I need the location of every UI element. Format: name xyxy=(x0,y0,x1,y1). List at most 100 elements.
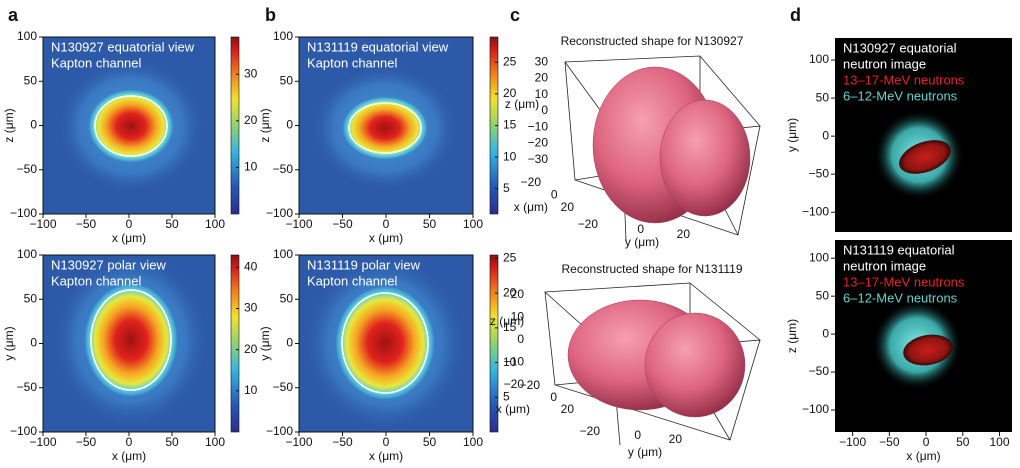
colorbar-tick-label: 25 xyxy=(503,54,517,68)
y-axis-label: y (μm) xyxy=(2,326,16,360)
panel-label: c xyxy=(510,5,520,25)
colorbar-tick-label: 20 xyxy=(244,113,258,127)
colorbar-tick-label: 10 xyxy=(244,383,258,397)
y-tick-label: −20 xyxy=(578,217,599,231)
z-tick-label: −10 xyxy=(528,119,549,133)
x-tick-label: 0 xyxy=(126,435,133,449)
x-tick-label: 0 xyxy=(383,435,390,449)
x-tick-label: −100 xyxy=(839,435,866,449)
x-axis-label: x (μm) xyxy=(514,200,548,214)
annotation: Kapton channel xyxy=(51,273,141,288)
y-tick-label: 20 xyxy=(669,432,683,446)
z-tick-label: 20 xyxy=(511,287,525,301)
annotation: N131119 polar view xyxy=(307,257,421,272)
x-tick-label: −20 xyxy=(521,175,542,189)
x-axis-label: x (μm) xyxy=(906,449,940,463)
y-tick-label: −50 xyxy=(809,166,830,180)
y-tick-label: 100 xyxy=(809,52,829,66)
colorbar xyxy=(230,36,240,215)
annotation: neutron image xyxy=(843,258,926,273)
colorbar-tick-label: 20 xyxy=(244,342,258,356)
y-tick-label: 100 xyxy=(273,247,293,261)
y-tick-label: 0 xyxy=(286,118,293,132)
x-tick-label: 20 xyxy=(561,402,575,416)
x-tick-label: −20 xyxy=(520,378,541,392)
y-tick-label: 0 xyxy=(822,128,829,142)
y-tick-label: 50 xyxy=(280,291,294,305)
x-axis-label: x (μm) xyxy=(112,231,146,245)
x-tick-label: 0 xyxy=(550,390,557,404)
legend-entry: 6–12-MeV neutrons xyxy=(843,88,958,103)
legend-entry: 6–12-MeV neutrons xyxy=(843,290,958,305)
panel-title: Reconstructed shape for N130927 xyxy=(561,34,744,48)
z-tick-label: 0 xyxy=(541,103,548,117)
z-tick-label: −10 xyxy=(504,355,525,369)
y-tick-label: −50 xyxy=(273,380,294,394)
colorbar xyxy=(230,254,240,433)
hotspot xyxy=(89,90,173,162)
x-tick-label: 50 xyxy=(423,435,437,449)
x-tick-label: 100 xyxy=(205,217,225,231)
x-axis-label: x (μm) xyxy=(369,231,403,245)
surface xyxy=(659,99,751,217)
z-tick-label: 0 xyxy=(517,332,524,346)
z-axis-label: z (μm) xyxy=(490,314,524,328)
contour xyxy=(90,289,172,391)
annotation: Kapton channel xyxy=(307,55,397,70)
x-tick-label: −100 xyxy=(285,435,312,449)
colorbar-tick-label: 5 xyxy=(503,389,510,403)
y-tick-label: 50 xyxy=(24,73,38,87)
y-axis-label: y (μm) xyxy=(785,118,799,152)
x-tick-label: 0 xyxy=(923,435,930,449)
y-tick-label: 0 xyxy=(822,326,829,340)
panel-label: a xyxy=(8,5,19,25)
x-tick-label: −100 xyxy=(285,217,312,231)
x-tick-label: 50 xyxy=(165,435,179,449)
x-tick-label: −50 xyxy=(879,435,900,449)
x-axis-label: x (μm) xyxy=(496,402,530,416)
panel-label: d xyxy=(790,5,801,25)
annotation: N130927 polar view xyxy=(51,257,167,272)
x-axis-label: x (μm) xyxy=(369,449,403,463)
y-tick-label: −100 xyxy=(802,204,829,218)
colorbar-tick-label: 30 xyxy=(244,66,258,80)
y-tick-label: 0 xyxy=(637,222,644,236)
contour xyxy=(94,95,168,157)
colorbar-tick-label: 10 xyxy=(503,149,517,163)
colorbar-tick-label: 10 xyxy=(244,160,258,174)
high-energy-image xyxy=(903,334,953,366)
colorbar-tick-label: 10 xyxy=(503,355,517,369)
x-tick-label: 100 xyxy=(205,435,225,449)
y-tick-label: 0 xyxy=(30,118,37,132)
x-tick-label: 20 xyxy=(561,200,575,214)
annotation: N131119 equatorial view xyxy=(307,39,449,54)
colorbar-tick-label: 20 xyxy=(503,285,517,299)
y-tick-label: −100 xyxy=(802,402,829,416)
z-tick-label: 30 xyxy=(535,54,549,68)
z-tick-label: 20 xyxy=(535,71,549,85)
x-tick-label: 50 xyxy=(423,217,437,231)
y-tick-label: −100 xyxy=(266,206,293,220)
colorbar-tick-label: 20 xyxy=(503,86,517,100)
x-tick-label: 100 xyxy=(463,217,483,231)
y-tick-label: 0 xyxy=(286,336,293,350)
y-tick-label: 100 xyxy=(17,29,37,43)
z-tick-label: −30 xyxy=(528,152,549,166)
y-tick-label: 0 xyxy=(30,336,37,350)
z-axis-label: z (μm) xyxy=(505,97,539,111)
legend-entry: 13–17-MeV neutrons xyxy=(843,72,965,87)
y-axis-label: y (μm) xyxy=(628,445,662,459)
y-tick-label: −20 xyxy=(580,424,601,438)
x-tick-label: −100 xyxy=(29,435,56,449)
y-tick-label: 100 xyxy=(809,250,829,264)
z-tick-label: −20 xyxy=(528,136,549,150)
y-axis-label: z (μm) xyxy=(785,319,799,353)
x-tick-label: −50 xyxy=(332,217,353,231)
colorbar-tick-label: 30 xyxy=(244,301,258,315)
y-tick-label: 50 xyxy=(24,291,38,305)
y-axis-label: y (μm) xyxy=(625,235,659,249)
y-axis-label: z (μm) xyxy=(258,108,272,142)
z-tick-label: 10 xyxy=(511,310,525,324)
